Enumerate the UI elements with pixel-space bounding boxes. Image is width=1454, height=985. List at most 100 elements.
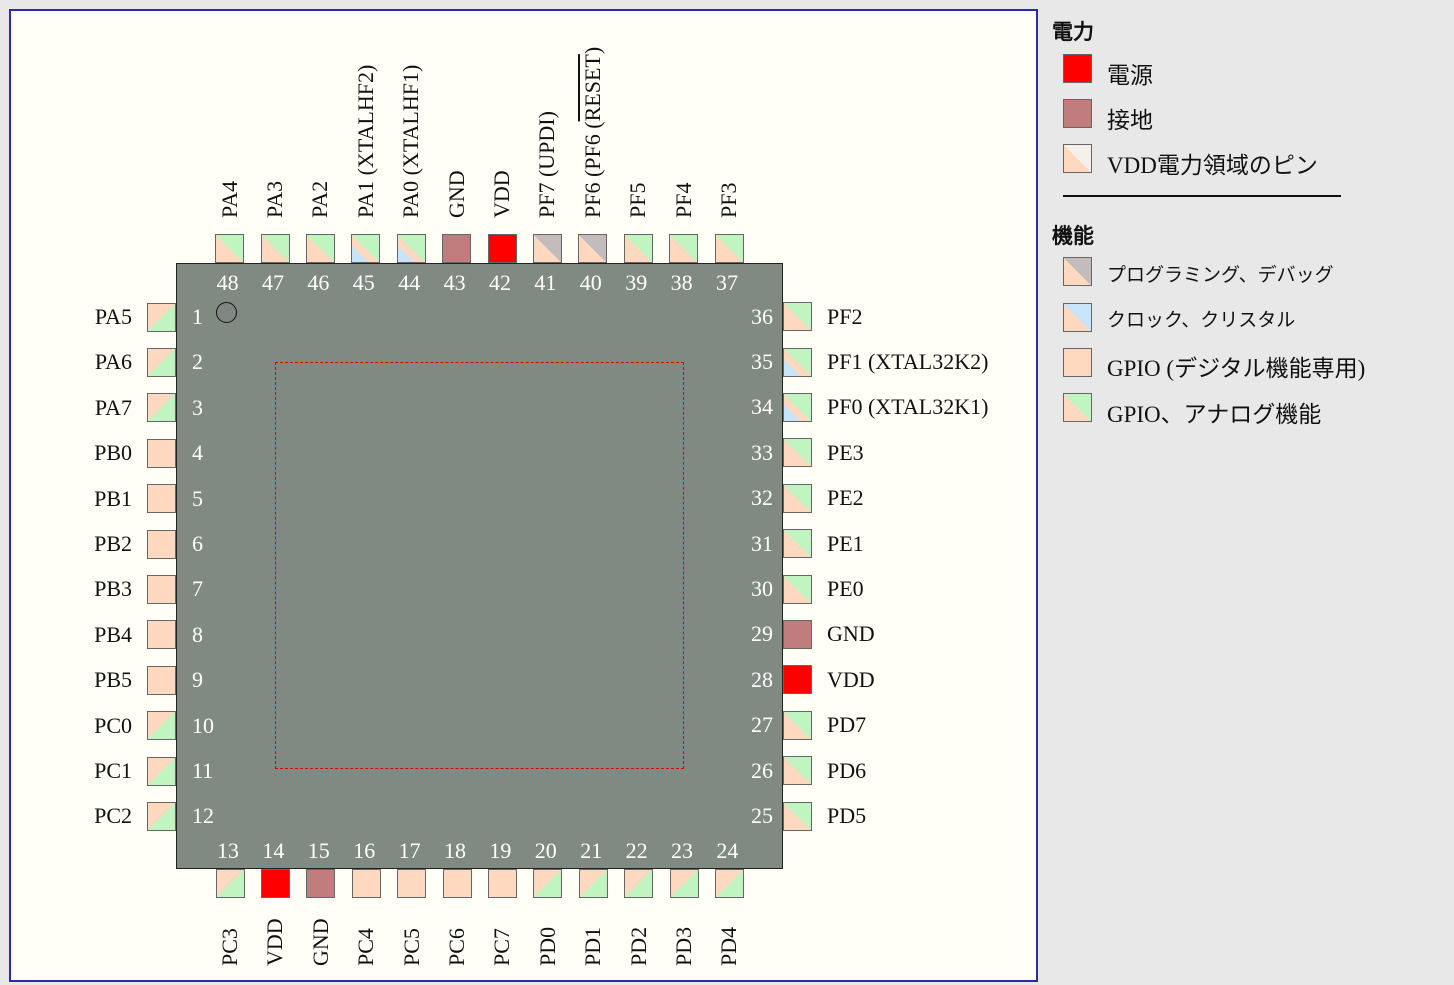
pin-number: 19 <box>489 838 512 863</box>
pin-16 <box>351 869 381 898</box>
pin-label: PE1 <box>827 530 864 556</box>
pin-39 <box>623 234 653 263</box>
pin-label: VDD <box>262 918 288 966</box>
pin-label: PE3 <box>827 439 864 465</box>
pin-number: 10 <box>192 712 214 738</box>
legend-label-vdd-domain: VDD電力領域のピン <box>1107 153 1318 178</box>
pin-label: PB4 <box>94 621 132 647</box>
pin-number: 3 <box>192 394 203 420</box>
pin-label: PC7 <box>489 928 515 966</box>
pin-28 <box>783 665 812 695</box>
pin-number: 41 <box>534 270 557 295</box>
pin-label: PD0 <box>534 926 560 966</box>
legend-power-title: 電力 <box>1052 20 1094 44</box>
pin-number: 31 <box>751 530 773 556</box>
pin-19 <box>487 869 517 898</box>
pin-number: 14 <box>262 838 285 863</box>
pin-number: 38 <box>670 270 693 295</box>
pin-number: 32 <box>751 485 773 511</box>
pin-label: PC0 <box>94 712 132 738</box>
pin-number: 44 <box>398 270 421 295</box>
pin-label: PD3 <box>671 926 696 966</box>
pin-48 <box>215 234 245 263</box>
legend-label-gpio-analog: GPIO、アナログ機能 <box>1107 402 1322 427</box>
pin-number: 16 <box>353 838 376 863</box>
pin-number: 29 <box>751 621 773 647</box>
pin-number: 20 <box>534 838 557 863</box>
pin-label: PB3 <box>94 576 132 602</box>
pin-40 <box>578 234 608 263</box>
pin-label: GND <box>307 918 333 966</box>
pin-number: 45 <box>352 270 375 295</box>
pin-number: 33 <box>751 439 773 465</box>
legend-label-power: 電源 <box>1107 63 1153 88</box>
pin-label: PF4 <box>670 182 696 218</box>
pin-6 <box>147 529 176 559</box>
pin-label: PA6 <box>94 349 132 375</box>
pin-number: 37 <box>716 270 738 295</box>
pin-label: PD4 <box>716 926 742 966</box>
pin-number: 39 <box>625 270 648 295</box>
pin-label: PC6 <box>444 928 469 966</box>
pin-number: 24 <box>716 838 739 863</box>
pin-number: 11 <box>192 758 214 783</box>
pin-label: VDD <box>827 666 875 692</box>
pin-number: 36 <box>751 303 773 329</box>
pin-46 <box>305 234 335 263</box>
pin-label: PC1 <box>94 758 132 783</box>
pin-label: PF6 (PF6 (RESET) <box>579 46 605 218</box>
legend-divider <box>1063 195 1341 197</box>
pin-label: PF1 (XTAL32K2) <box>827 349 989 374</box>
pin-label: PA4 <box>216 180 242 218</box>
pin-label: PD5 <box>827 803 867 828</box>
pin-number: 42 <box>489 270 511 295</box>
pin-number: 8 <box>192 621 203 647</box>
pin-number: 25 <box>751 803 773 828</box>
pin-9 <box>147 665 176 695</box>
pin-25 <box>783 801 812 831</box>
pin-label: PB5 <box>94 667 132 693</box>
exposed-pad-outline <box>275 362 684 769</box>
pin-number: 18 <box>444 838 466 863</box>
pin-45 <box>351 234 381 263</box>
pin-number: 34 <box>751 394 773 420</box>
pin-43 <box>442 234 472 263</box>
pin-number: 30 <box>751 576 773 601</box>
pin-number: 48 <box>216 270 239 295</box>
pin-number: 17 <box>398 838 421 863</box>
pin-35 <box>783 347 812 377</box>
pin-label: PC4 <box>353 928 379 966</box>
pin-23 <box>669 869 699 898</box>
pin-number: 2 <box>192 349 203 375</box>
legend-function-title: 機能 <box>1052 224 1094 248</box>
pin-number: 13 <box>217 838 239 863</box>
pin-label: PF7 (UPDI) <box>534 111 560 218</box>
legend-swatch-gpio-digital <box>1063 348 1092 377</box>
pin-label: PA3 <box>262 180 287 218</box>
pin-label: PA0 (XTALHF1) <box>398 64 424 218</box>
pin-label: PE2 <box>827 485 864 511</box>
pin-31 <box>783 529 812 559</box>
pin-label: GND <box>827 621 875 647</box>
pin-label: PF2 <box>827 303 863 329</box>
legend-label-ground: 接地 <box>1107 108 1153 133</box>
legend-swatch-clock <box>1063 303 1092 332</box>
pin-24 <box>714 869 744 898</box>
legend-label-clock: クロック、クリスタル <box>1107 310 1296 331</box>
pin-number: 26 <box>751 757 773 783</box>
pin-4 <box>147 438 176 468</box>
pin-21 <box>578 869 608 898</box>
pin-number: 46 <box>307 270 330 295</box>
pin-label: PC3 <box>217 928 242 966</box>
pin-number: 1 <box>192 304 203 329</box>
pin-33 <box>783 438 812 468</box>
pin-20 <box>533 869 563 898</box>
pin-41 <box>532 234 562 263</box>
pin-38 <box>669 234 699 263</box>
pin-label: PC5 <box>398 928 424 966</box>
pin-label: PB0 <box>94 440 132 466</box>
legend-swatch-programming <box>1063 257 1092 286</box>
pin-number: 5 <box>192 485 203 511</box>
pin-label: PD6 <box>827 757 867 783</box>
pin-17 <box>397 869 427 898</box>
